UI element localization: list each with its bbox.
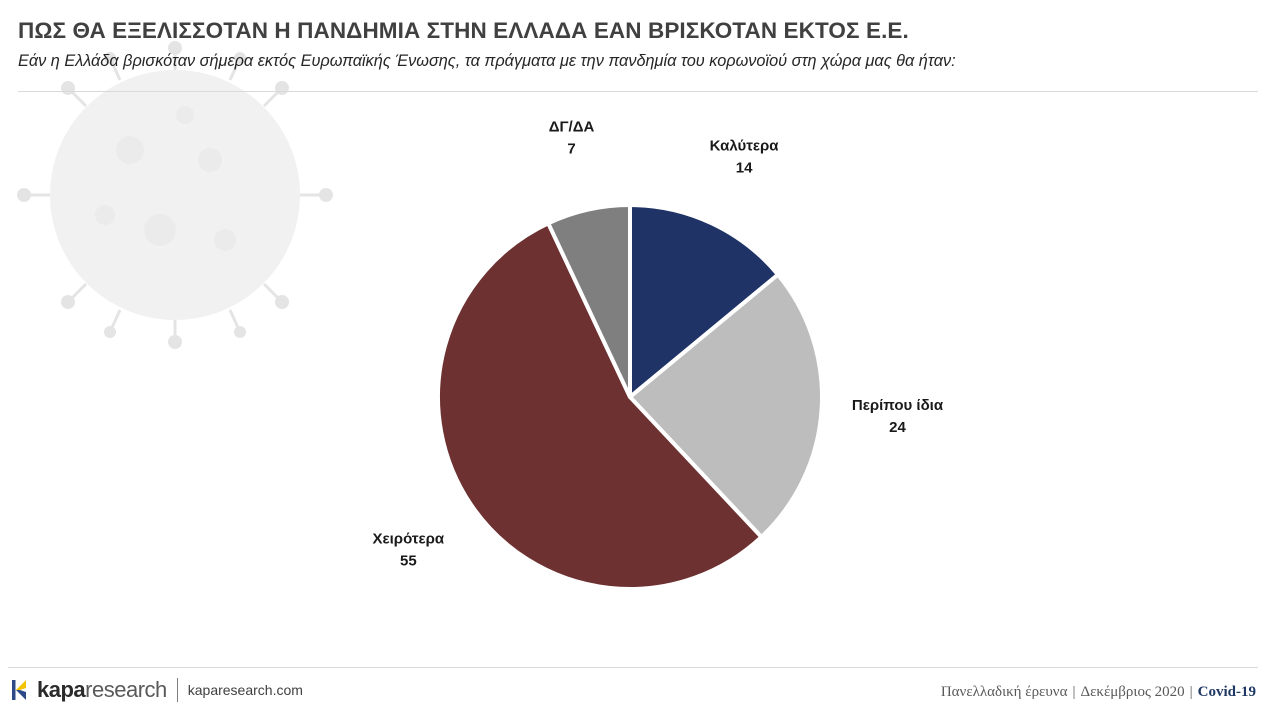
slice-label-category: ΔΓ/ΔΑ bbox=[549, 118, 595, 135]
survey-info: Πανελλαδική έρευνα | Δεκέμβριος 2020 | Covid… bbox=[941, 684, 1256, 701]
kapa-logo-icon bbox=[12, 680, 26, 700]
survey-name: Πανελλαδική έρευνα bbox=[940, 684, 1068, 700]
pie-slice-1 bbox=[628, 203, 780, 399]
kapa-research-logo[interactable]: kaparesearch kaparesearch.com bbox=[10, 676, 303, 704]
slice-label-value: 7 bbox=[567, 140, 575, 157]
pie-slice-4 bbox=[546, 203, 632, 399]
slice-label-category: Περίπου ίδια bbox=[852, 397, 944, 414]
slice-label-value: 14 bbox=[736, 160, 753, 177]
slice-label-category: Χειρότερα bbox=[373, 531, 445, 548]
footer-separator: | bbox=[1072, 684, 1076, 700]
brand-name-light: research bbox=[85, 677, 167, 702]
slice-label: Περίπου ίδια 24 bbox=[852, 397, 944, 436]
footer-separator: | bbox=[1189, 684, 1193, 700]
chart-title: ΠΩΣ ΘΑ ΕΞΕΛΙΣΣΟΤΑΝ Η ΠΑΝΔΗΜΙΑ ΣΤΗΝ ΕΛΛΑΔ… bbox=[18, 18, 909, 43]
coronavirus-illustration bbox=[17, 41, 333, 349]
website-link[interactable]: kaparesearch.com bbox=[187, 682, 303, 698]
brand-name-bold: kapa bbox=[37, 677, 86, 702]
brand-name: kaparesearch bbox=[37, 677, 167, 703]
survey-topic: Covid-19 bbox=[1197, 684, 1256, 700]
pie-slice-3 bbox=[436, 221, 764, 591]
footer-divider bbox=[8, 667, 1258, 668]
survey-date: Δεκέμβριος 2020 bbox=[1080, 684, 1185, 700]
footer-logo-divider bbox=[176, 678, 178, 702]
chart-subtitle: Εάν η Ελλάδα βρισκόταν σήμερα εκτός Ευρω… bbox=[18, 52, 956, 70]
slice-label-value: 55 bbox=[400, 553, 417, 570]
pie-slice-2 bbox=[628, 272, 824, 539]
slice-label: ΔΓ/ΔΑ 7 bbox=[549, 118, 595, 157]
slice-label: Καλύτερα 14 bbox=[710, 138, 780, 177]
slice-label-category: Καλύτερα bbox=[710, 138, 780, 155]
slice-label-value: 24 bbox=[889, 419, 906, 436]
slice-label: Χειρότερα 55 bbox=[373, 531, 445, 570]
header-divider bbox=[18, 91, 1258, 92]
